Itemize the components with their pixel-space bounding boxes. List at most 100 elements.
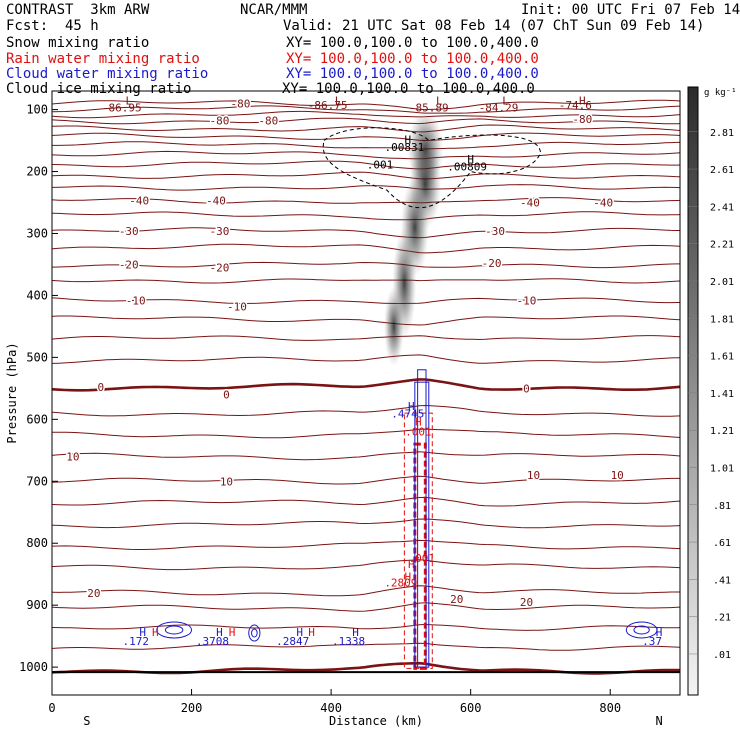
y-tick-label: 400 — [26, 288, 48, 302]
isotherm-line — [52, 117, 680, 125]
y-tick-label: 900 — [26, 598, 48, 612]
extremum-value: -85.89 — [409, 101, 449, 114]
isotherm-label: -30 — [119, 225, 139, 238]
legend-cloud-water-xy: XY= 100.0,100.0 to 100.0,400.0 — [286, 66, 539, 82]
isotherm-line — [52, 184, 680, 191]
colorbar-label: 1.41 — [710, 389, 734, 400]
colorbar-label: .21 — [713, 613, 731, 624]
isotherm-line — [52, 197, 680, 204]
isotherm-line — [52, 171, 680, 180]
cloud-water-max-value: .37 — [642, 635, 662, 648]
isotherm-label: -20 — [482, 257, 502, 270]
ice-max-value: .00809 — [447, 160, 487, 173]
isotherm-label: 20 — [87, 587, 100, 600]
rain-max-marker: H — [415, 416, 422, 429]
extremum-marker: L — [502, 95, 509, 108]
y-tick-label: 800 — [26, 536, 48, 550]
cloud-water-max-marker: H — [296, 626, 303, 639]
isotherm-line — [52, 642, 680, 651]
cloud-water-contour — [164, 625, 184, 635]
extremum-marker: L — [335, 95, 342, 108]
colorbar-label: 1.01 — [710, 463, 734, 474]
extremum-marker: H — [579, 95, 586, 108]
rain-max-marker: H — [405, 570, 412, 583]
isotherm-line — [52, 243, 680, 254]
valid-time: Valid: 21 UTC Sat 08 Feb 14 (07 ChT Sun … — [283, 18, 705, 34]
isotherm-line — [52, 585, 680, 597]
isotherm-label: 10 — [220, 475, 233, 488]
forecast-hour: Fcst: 45 h — [6, 18, 99, 34]
snow-shading — [383, 286, 404, 367]
isotherm-line — [52, 539, 680, 550]
y-axis-label: Pressure (hPa) — [5, 342, 19, 443]
ice-max-value: .001 — [367, 158, 394, 171]
isotherm-label: -40 — [206, 195, 226, 208]
isotherm-line — [52, 559, 680, 571]
colorbar-label: .61 — [713, 538, 731, 549]
isotherm-label: -10 — [126, 294, 146, 307]
isotherm-line — [52, 602, 680, 612]
extremum-marker: L — [436, 95, 443, 108]
cloud-water-max-marker: H — [139, 626, 146, 639]
isotherm-line — [52, 132, 680, 142]
colorbar-label: 2.41 — [710, 202, 734, 213]
cloud-water-max-marker: H — [408, 400, 415, 413]
isotherm-label: -20 — [119, 258, 139, 271]
isotherm-line — [52, 99, 680, 111]
legend-rain-label: Rain water mixing ratio — [6, 51, 200, 67]
isotherm-label: -10 — [517, 294, 537, 307]
isotherm-label: 0 — [98, 381, 105, 394]
isotherm-label: -40 — [520, 197, 540, 210]
cloud-ice-contour — [322, 127, 541, 209]
cloud-water-contour — [625, 621, 658, 639]
isotherm-line — [52, 378, 680, 392]
colorbar-label: 1.61 — [710, 352, 734, 363]
colorbar-bar — [687, 86, 699, 696]
isotherm-line — [52, 110, 680, 119]
isotherm-label: -20 — [210, 262, 230, 275]
isotherm-label: 0 — [223, 389, 230, 402]
isotherm-label: -30 — [485, 225, 505, 238]
extremum-value: -74.6 — [559, 99, 592, 112]
cloud-water-max-value: .3708 — [196, 635, 229, 648]
isotherm-line — [52, 451, 680, 461]
colorbar-label: 1.21 — [710, 426, 734, 437]
colorbar-label: 1.81 — [710, 314, 734, 325]
colorbar-label: 2.61 — [710, 165, 734, 176]
cloud-water-max-value: .2847 — [276, 635, 309, 648]
rain-max-marker: H — [408, 558, 415, 571]
isotherm-label: -40 — [593, 197, 613, 210]
extremum-value: -86.95 — [102, 101, 142, 114]
isotherm-line — [52, 105, 680, 114]
rain-contour — [403, 412, 433, 669]
cloud-water-max-marker: H — [352, 626, 359, 639]
y-tick-label: 700 — [26, 474, 48, 488]
y-tick-label: 300 — [26, 226, 48, 240]
rain-max-value: .001 — [409, 552, 436, 565]
colorbar-label: .81 — [713, 501, 731, 512]
cloud-water-contour — [414, 381, 430, 668]
legend-snow-label: Snow mixing ratio — [6, 35, 150, 51]
extremum-value: -84.29 — [479, 101, 519, 114]
isotherm-label: 20 — [450, 593, 463, 606]
cloud-water-max-value: .4745 — [391, 407, 424, 420]
rain-max-marker: H — [229, 626, 236, 639]
direction-north: N — [655, 714, 662, 728]
colorbar-label: 2.01 — [710, 277, 734, 288]
colorbar-label: .01 — [713, 650, 731, 661]
rain-max-marker: H — [152, 626, 159, 639]
org-label: NCAR/MMM — [240, 2, 308, 18]
cloud-water-max-marker: H — [656, 626, 663, 639]
isotherm-line — [52, 261, 680, 269]
isotherm-line — [52, 496, 680, 507]
y-tick-label: 500 — [26, 350, 48, 364]
extremum-value: -86.75 — [308, 99, 348, 112]
cloud-water-max-marker: H — [216, 626, 223, 639]
x-axis-label: Distance (km) — [329, 714, 423, 728]
ice-max-marker: H — [405, 134, 412, 147]
isotherm-line — [52, 354, 680, 364]
x-tick-label: 400 — [320, 701, 342, 715]
isotherm-line — [52, 297, 680, 304]
isotherm-line — [52, 335, 680, 341]
isotherm-label: 10 — [611, 469, 624, 482]
